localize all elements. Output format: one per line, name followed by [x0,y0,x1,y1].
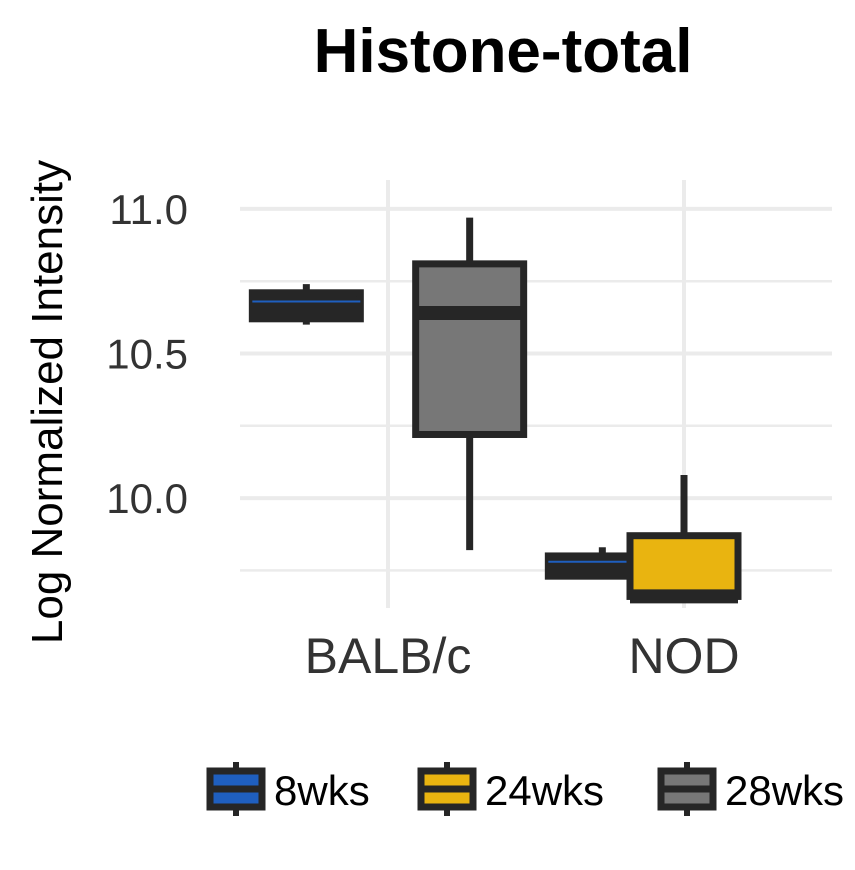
x-tick-labels: BALB/c NOD [305,628,740,684]
x-tick-label: BALB/c [305,628,472,684]
grid-lines [240,180,832,608]
legend-item-8wks: 8wks [206,762,370,816]
box-plot-marks [248,217,742,604]
y-tick-labels: 10.0 10.5 11.0 [106,186,188,522]
legend-key [657,762,717,816]
box-body [248,289,364,323]
legend-item-24wks: 24wks [417,762,604,816]
legend-label: 8wks [274,767,370,814]
box-body [412,260,528,438]
x-tick-label: NOD [628,628,739,684]
legend: 8wks 24wks 28wks [206,762,844,816]
box-8wks-balbc [248,284,364,325]
legend-key [417,762,477,816]
legend-label: 28wks [725,767,844,814]
box-28wks-balbc [412,217,528,551]
y-axis-label: Log Normalized Intensity [23,160,72,644]
y-tick-label: 10.0 [106,475,188,522]
box-body [626,532,742,600]
legend-label: 24wks [485,767,604,814]
box-24wks-nod [626,474,742,604]
y-tick-label: 10.5 [106,331,188,378]
y-tick-label: 11.0 [109,186,188,233]
chart-title: Histone-total [314,17,693,86]
legend-item-28wks: 28wks [657,762,844,816]
legend-key [206,762,266,816]
